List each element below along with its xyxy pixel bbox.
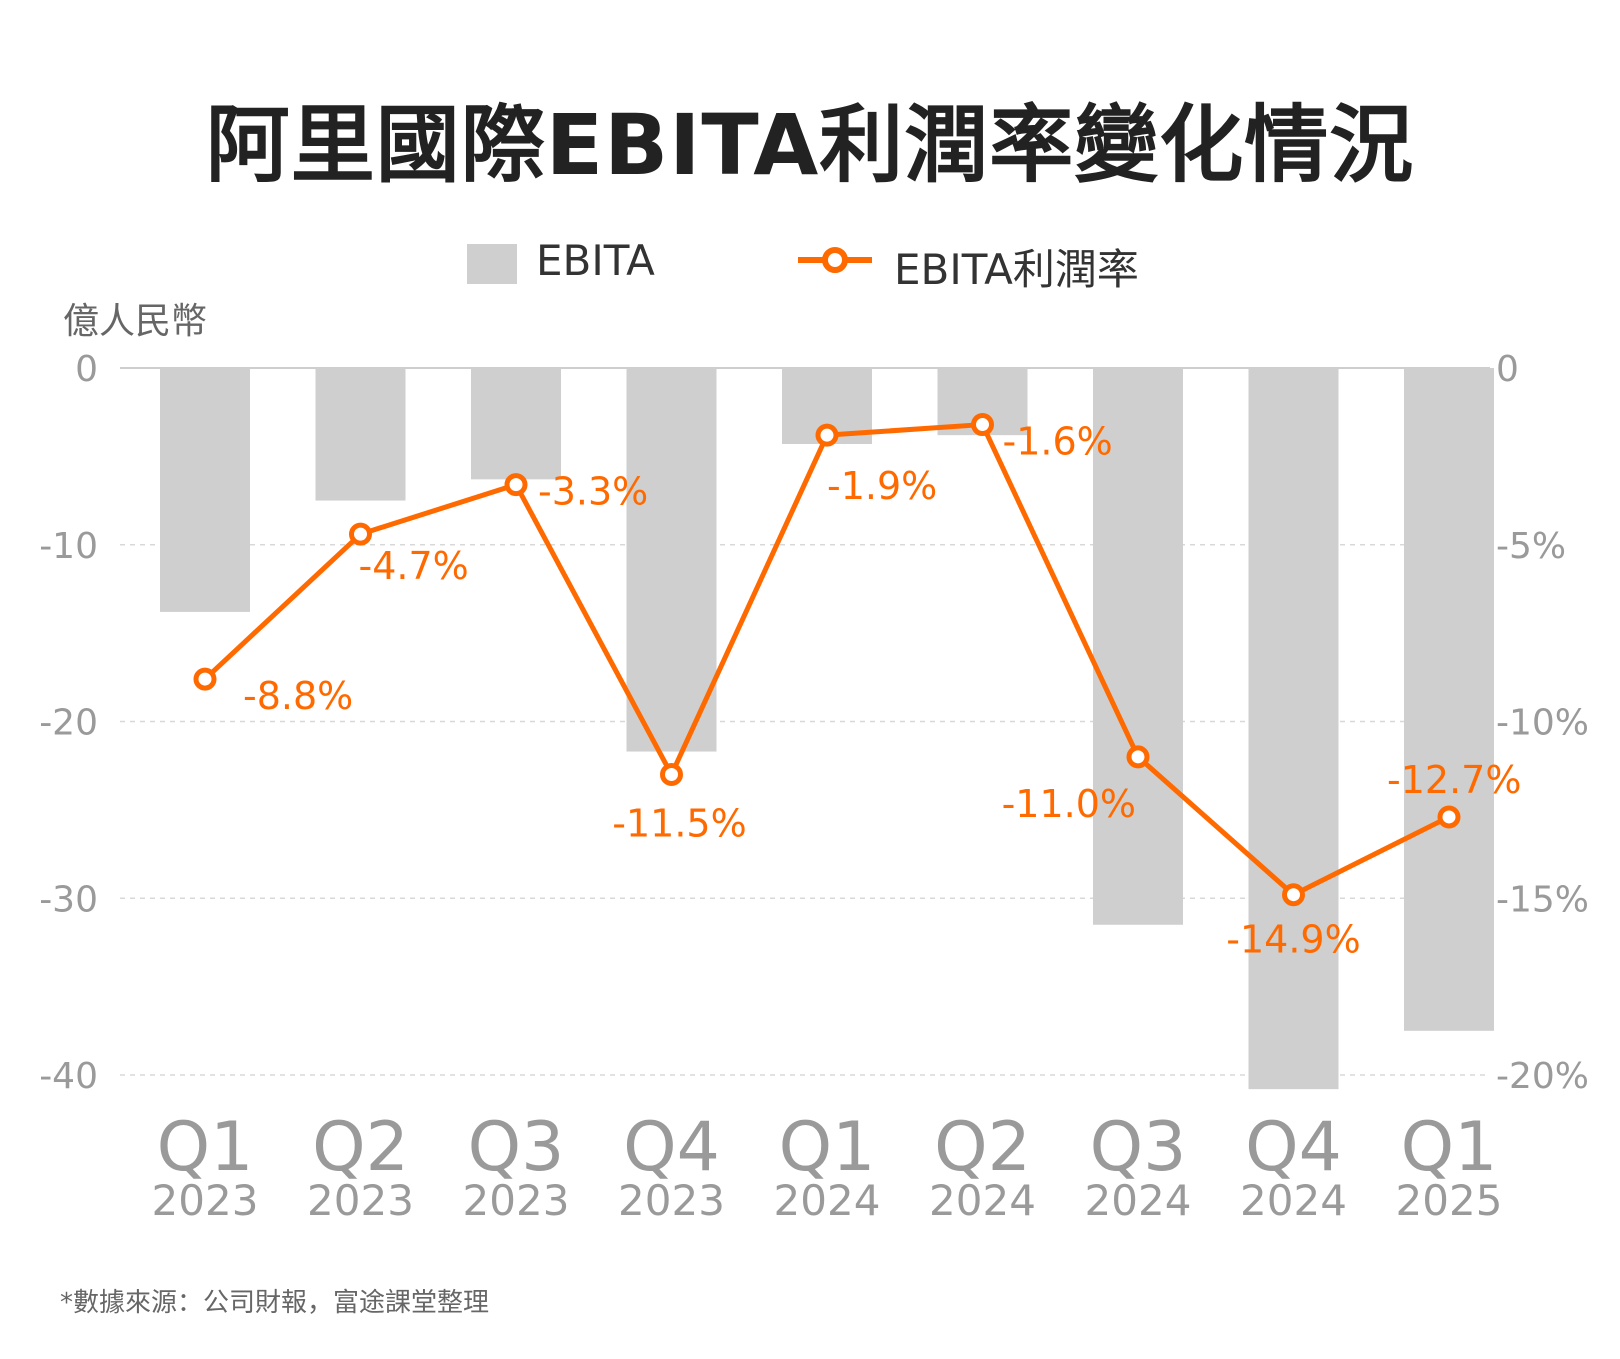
bar bbox=[1248, 368, 1339, 1090]
data-label: -11.0% bbox=[1002, 782, 1136, 826]
line-point bbox=[815, 423, 839, 447]
bar bbox=[160, 368, 250, 612]
line-point bbox=[1437, 805, 1461, 829]
left-axis-unit: 億人民幣 bbox=[63, 301, 208, 342]
data-label: -11.5% bbox=[612, 802, 746, 846]
data-label: -12.7% bbox=[1387, 758, 1521, 802]
right-tick-label: -10% bbox=[1496, 703, 1589, 744]
right-tick-label: -20% bbox=[1496, 1056, 1589, 1097]
x-quarter-label: Q1 bbox=[779, 1108, 876, 1187]
right-tick-label: -15% bbox=[1496, 879, 1589, 920]
x-year-label: 2024 bbox=[1240, 1176, 1347, 1225]
bar bbox=[315, 368, 406, 501]
data-label: -8.8% bbox=[243, 674, 353, 718]
x-year-label: 2023 bbox=[463, 1176, 570, 1225]
x-quarter-label: Q2 bbox=[934, 1108, 1031, 1187]
x-quarter-label: Q4 bbox=[1245, 1108, 1342, 1187]
line-point bbox=[1282, 883, 1305, 907]
data-label: -3.3% bbox=[538, 470, 648, 514]
legend-line-label: EBITA利潤率 bbox=[894, 245, 1139, 294]
x-quarter-label: Q2 bbox=[312, 1108, 409, 1187]
legend-line-swatch bbox=[798, 247, 872, 273]
left-tick-label: -10 bbox=[39, 526, 98, 567]
x-quarter-label: Q3 bbox=[1090, 1108, 1187, 1187]
bar bbox=[471, 368, 561, 480]
bar bbox=[1404, 368, 1494, 1031]
x-year-label: 2025 bbox=[1396, 1176, 1503, 1225]
right-tick-label: -5% bbox=[1496, 526, 1566, 567]
x-year-label: 2024 bbox=[774, 1176, 881, 1225]
left-tick-label: 0 bbox=[75, 349, 98, 390]
line-point bbox=[660, 763, 683, 787]
line-point bbox=[193, 667, 217, 691]
line-point bbox=[971, 413, 994, 437]
x-quarter-label: Q1 bbox=[1401, 1108, 1498, 1187]
legend-bar-label: EBITA bbox=[536, 236, 655, 285]
data-label: -1.6% bbox=[1003, 420, 1113, 464]
legend: EBITA EBITA利潤率 bbox=[0, 232, 1620, 294]
source-note: *數據來源：公司財報，富途課堂整理 bbox=[60, 1288, 490, 1318]
x-year-label: 2023 bbox=[152, 1176, 259, 1225]
data-label: -14.9% bbox=[1226, 918, 1360, 962]
left-tick-label: -20 bbox=[39, 703, 98, 744]
data-label: -4.7% bbox=[359, 544, 469, 588]
x-year-label: 2024 bbox=[929, 1176, 1036, 1225]
x-year-label: 2024 bbox=[1085, 1176, 1192, 1225]
legend-bar-swatch bbox=[467, 244, 517, 284]
x-year-label: 2023 bbox=[618, 1176, 725, 1225]
bar bbox=[626, 368, 717, 752]
x-quarter-label: Q4 bbox=[623, 1108, 720, 1187]
line-point bbox=[349, 522, 372, 546]
left-tick-label: -30 bbox=[39, 879, 98, 920]
x-year-label: 2023 bbox=[307, 1176, 414, 1225]
left-tick-label: -40 bbox=[39, 1056, 98, 1097]
line-point bbox=[1126, 745, 1150, 769]
right-tick-label: 0 bbox=[1496, 349, 1519, 390]
line-point bbox=[504, 473, 528, 497]
x-quarter-label: Q1 bbox=[157, 1108, 254, 1187]
x-quarter-label: Q3 bbox=[468, 1108, 565, 1187]
chart-title: 阿里國際EBITA利潤率變化情況 bbox=[205, 96, 1415, 194]
data-label: -1.9% bbox=[827, 464, 937, 508]
bar bbox=[1093, 368, 1183, 925]
